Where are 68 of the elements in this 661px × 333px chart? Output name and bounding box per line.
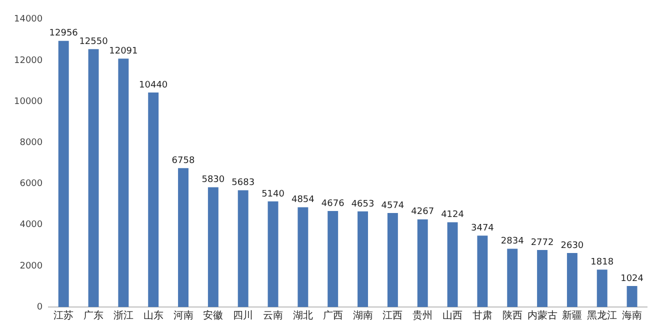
y-tick-label: 8000 xyxy=(20,138,43,148)
bar xyxy=(507,248,518,307)
x-tick-label: 海南 xyxy=(622,310,642,322)
x-tick-label: 甘肃 xyxy=(472,310,492,322)
y-tick-label: 0 xyxy=(36,302,43,312)
bar xyxy=(358,211,368,307)
data-label: 1024 xyxy=(620,274,644,284)
data-label: 5830 xyxy=(202,175,225,186)
bar xyxy=(178,168,188,307)
y-tick-label: 2000 xyxy=(20,261,43,272)
x-tick-label: 陕西 xyxy=(502,310,522,322)
bar xyxy=(88,49,99,307)
y-tick-label: 14000 xyxy=(14,14,43,25)
data-label: 2630 xyxy=(560,240,584,251)
bar xyxy=(626,286,638,307)
x-tick-label: 山东 xyxy=(143,310,164,322)
x-tick-label: 黑龙江 xyxy=(587,310,618,322)
bar xyxy=(477,236,488,307)
x-tick-label: 四川 xyxy=(233,310,254,322)
bar xyxy=(268,201,278,307)
data-label: 5140 xyxy=(262,189,285,200)
bar xyxy=(387,213,398,307)
bar xyxy=(596,270,608,307)
data-label: 12956 xyxy=(49,28,78,39)
bar xyxy=(118,58,129,307)
y-tick-label: 4000 xyxy=(20,220,43,230)
data-label: 4676 xyxy=(321,198,345,209)
data-label: 2772 xyxy=(530,238,554,248)
data-label: 4854 xyxy=(291,195,315,206)
data-label: 4653 xyxy=(351,199,374,210)
x-tick-label: 云南 xyxy=(263,310,284,322)
data-label: 4574 xyxy=(381,200,404,211)
bar xyxy=(417,219,428,307)
x-tick-label: 广西 xyxy=(322,310,343,322)
bar xyxy=(566,252,578,307)
bar xyxy=(58,40,69,307)
y-tick-label: 6000 xyxy=(20,179,43,190)
x-tick-label: 安徽 xyxy=(203,310,224,322)
data-label: 10440 xyxy=(139,80,168,90)
data-label: 2834 xyxy=(500,236,524,247)
bar xyxy=(298,207,308,307)
data-label: 3474 xyxy=(470,223,494,234)
bar xyxy=(537,250,548,307)
x-tick-label: 内蒙古 xyxy=(527,310,558,322)
x-tick-label: 江西 xyxy=(382,310,403,322)
x-tick-label: 浙江 xyxy=(113,310,134,322)
y-tick-label: 10000 xyxy=(14,96,43,107)
x-tick-label: 贵州 xyxy=(412,310,433,322)
x-tick-label: 广东 xyxy=(84,310,104,322)
x-tick-label: 山西 xyxy=(442,310,463,322)
y-tick-label: 12000 xyxy=(14,56,43,66)
data-label: 1818 xyxy=(590,257,614,268)
bar xyxy=(208,187,218,307)
bar xyxy=(447,222,458,307)
x-tick-label: 新疆 xyxy=(562,310,582,322)
bar xyxy=(148,92,159,307)
bar xyxy=(328,210,338,307)
data-label: 4124 xyxy=(441,210,464,220)
x-tick-label: 湖南 xyxy=(352,310,373,322)
data-label: 6758 xyxy=(172,156,195,166)
data-label: 5683 xyxy=(232,178,255,188)
x-tick-label: 河南 xyxy=(173,310,194,322)
bar xyxy=(238,190,248,307)
x-tick-label: 江苏 xyxy=(54,310,74,322)
data-label: 4267 xyxy=(411,207,434,218)
data-label: 12091 xyxy=(109,46,138,56)
x-tick-label: 湖北 xyxy=(292,310,313,322)
data-label: 12550 xyxy=(79,37,108,48)
